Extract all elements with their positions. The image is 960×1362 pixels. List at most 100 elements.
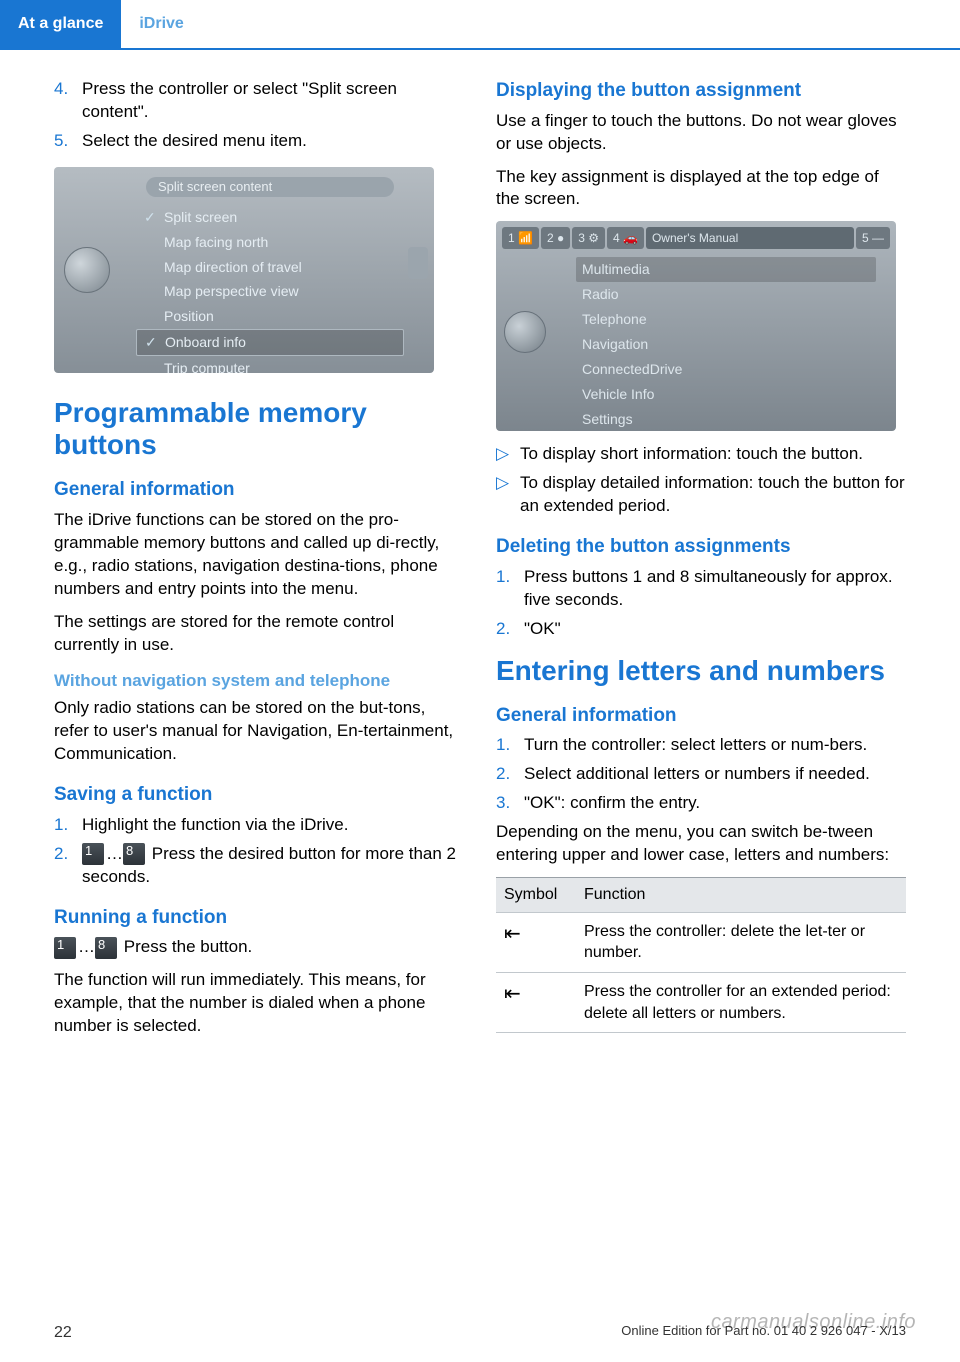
ss1-row-selected: Onboard info <box>136 329 404 356</box>
button-8-icon: 8 <box>95 937 117 959</box>
bullet-item: ▷ To display short information: touch th… <box>496 443 906 466</box>
subheading-deleting-assignments: Deleting the button assignments <box>496 534 906 560</box>
list-text: Press buttons 1 and 8 simultaneously for… <box>524 566 906 612</box>
ss2-tab-bar: 1 📶 2 ● 3 ⚙ 4 🚗 Owner's Manual 5 — <box>502 227 890 249</box>
subheading-saving-function: Saving a function <box>54 782 464 808</box>
list-text: Select the desired menu item. <box>82 130 464 153</box>
button-assignment-screenshot: 1 📶 2 ● 3 ⚙ 4 🚗 Owner's Manual 5 — Multi… <box>496 221 896 431</box>
paragraph: Depending on the menu, you can switch be… <box>496 821 906 867</box>
ss2-tab: 5 — <box>856 227 890 249</box>
bullet-marker: ▷ <box>496 472 520 518</box>
right-column: Displaying the button assignment Use a f… <box>496 78 906 1048</box>
ss1-row: Map direction of travel <box>136 255 404 280</box>
ss2-menu-list: Multimedia Radio Telephone Navigation Co… <box>576 257 876 431</box>
ss2-tab-owners-manual: Owner's Manual <box>646 227 854 249</box>
list-item: 3. "OK": confirm the entry. <box>496 792 906 815</box>
subheading-displaying-assignment: Displaying the button assignment <box>496 78 906 104</box>
list-item: 2. Select additional letters or numbers … <box>496 763 906 786</box>
table-header-function: Function <box>576 878 906 913</box>
left-column: 4. Press the controller or select "Split… <box>54 78 464 1048</box>
list-item: 5. Select the desired menu item. <box>54 130 464 153</box>
ss2-row: Navigation <box>576 332 876 357</box>
table-cell-symbol: ⇤ <box>496 972 576 1032</box>
list-item: 2. "OK" <box>496 618 906 641</box>
ss2-row: Telephone <box>576 307 876 332</box>
table-row: ⇤ Press the controller for an extended p… <box>496 972 906 1032</box>
list-text: "OK" <box>524 618 906 641</box>
split-screen-screenshot: Split screen content Split screen Map fa… <box>54 167 434 373</box>
table-header-symbol: Symbol <box>496 878 576 913</box>
paragraph: Only radio stations can be stored on the… <box>54 697 464 766</box>
run-text-1: Press the button. <box>124 937 253 956</box>
list-number: 3. <box>496 792 524 815</box>
subheading-general-info-right: General information <box>496 703 906 729</box>
bullet-marker: ▷ <box>496 443 520 466</box>
bullet-text: To display short information: touch the … <box>520 443 863 466</box>
ss2-row: Settings <box>576 407 876 432</box>
list-number: 4. <box>54 78 82 124</box>
paragraph: The settings are stored for the remote c… <box>54 611 464 657</box>
table-row: ⇤ Press the controller: delete the let‐t… <box>496 912 906 972</box>
ss2-tab: 1 📶 <box>502 227 539 249</box>
header-divider <box>0 48 960 50</box>
list-item: 4. Press the controller or select "Split… <box>54 78 464 124</box>
list-number: 2. <box>54 843 82 889</box>
header-section-label: iDrive <box>121 0 201 48</box>
ss1-row: Map facing north <box>136 230 404 255</box>
button-1-icon: 1 <box>82 843 104 865</box>
table-cell-function: Press the controller for an extended per… <box>576 972 906 1032</box>
list-number: 1. <box>54 814 82 837</box>
ss1-title: Split screen content <box>146 177 394 197</box>
subsubheading-without-nav: Without navigation system and telephone <box>54 670 464 693</box>
ss2-tab: 2 ● <box>541 227 570 249</box>
page-footer: 22 Online Edition for Part no. 01 40 2 9… <box>54 1322 906 1344</box>
edition-text: Online Edition for Part no. 01 40 2 926 … <box>621 1322 906 1344</box>
list-item: 1. Press buttons 1 and 8 simultaneously … <box>496 566 906 612</box>
ss2-tab: 3 ⚙ <box>572 227 605 249</box>
button-8-icon: 8 <box>123 843 145 865</box>
list-text: 1…8 Press the desired button for more th… <box>82 843 464 889</box>
ss1-menu-list: Split screen Map facing north Map direct… <box>136 205 404 373</box>
list-item: 2. 1…8 Press the desired button for more… <box>54 843 464 889</box>
list-number: 2. <box>496 618 524 641</box>
table-cell-symbol: ⇤ <box>496 912 576 972</box>
bullet-text: To display detailed information: touch t… <box>520 472 906 518</box>
ss1-row: Map perspective view <box>136 279 404 304</box>
table-cell-function: Press the controller: delete the let‐ter… <box>576 912 906 972</box>
paragraph: The key assignment is displayed at the t… <box>496 166 906 212</box>
controller-knob-icon <box>504 311 546 353</box>
paragraph: 1…8 Press the button. <box>54 936 464 959</box>
ss1-row: Split screen <box>136 205 404 230</box>
list-item: 1. Turn the controller: select letters o… <box>496 734 906 757</box>
list-text: Select additional letters or numbers if … <box>524 763 906 786</box>
ss1-row: Trip computer <box>136 356 404 373</box>
section-heading-entering-letters: Entering letters and numbers <box>496 655 906 687</box>
paragraph: The iDrive functions can be stored on th… <box>54 509 464 601</box>
button-1-icon: 1 <box>54 937 76 959</box>
list-text: "OK": confirm the entry. <box>524 792 906 815</box>
list-item: 1. Highlight the function via the iDrive… <box>54 814 464 837</box>
paragraph: The function will run immediately. This … <box>54 969 464 1038</box>
list-text: Press the controller or select "Split sc… <box>82 78 464 124</box>
ss1-row: Position <box>136 304 404 329</box>
ss2-row: Radio <box>576 282 876 307</box>
list-number: 2. <box>496 763 524 786</box>
ss1-side-indicator <box>408 247 428 279</box>
ss2-row-selected: Multimedia <box>576 257 876 282</box>
ss2-row: ConnectedDrive <box>576 357 876 382</box>
list-number: 1. <box>496 734 524 757</box>
list-text: Highlight the function via the iDrive. <box>82 814 464 837</box>
list-number: 5. <box>54 130 82 153</box>
list-number: 1. <box>496 566 524 612</box>
header-chapter-tab: At a glance <box>0 0 121 48</box>
subheading-general-info: General information <box>54 477 464 503</box>
section-heading-memory-buttons: Programmable memory buttons <box>54 397 464 461</box>
paragraph: Use a finger to touch the buttons. Do no… <box>496 110 906 156</box>
ss2-row: Vehicle Info <box>576 382 876 407</box>
controller-knob-icon <box>64 247 110 293</box>
page-number: 22 <box>54 1322 72 1344</box>
symbol-function-table: Symbol Function ⇤ Press the controller: … <box>496 877 906 1033</box>
subheading-running-function: Running a function <box>54 905 464 931</box>
bullet-item: ▷ To display detailed information: touch… <box>496 472 906 518</box>
ss2-tab: 4 🚗 <box>607 227 644 249</box>
